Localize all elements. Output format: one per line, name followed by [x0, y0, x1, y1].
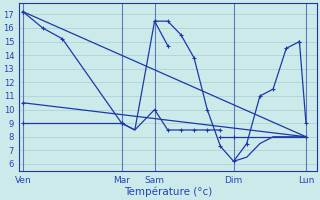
X-axis label: Température (°c): Température (°c) — [124, 186, 212, 197]
